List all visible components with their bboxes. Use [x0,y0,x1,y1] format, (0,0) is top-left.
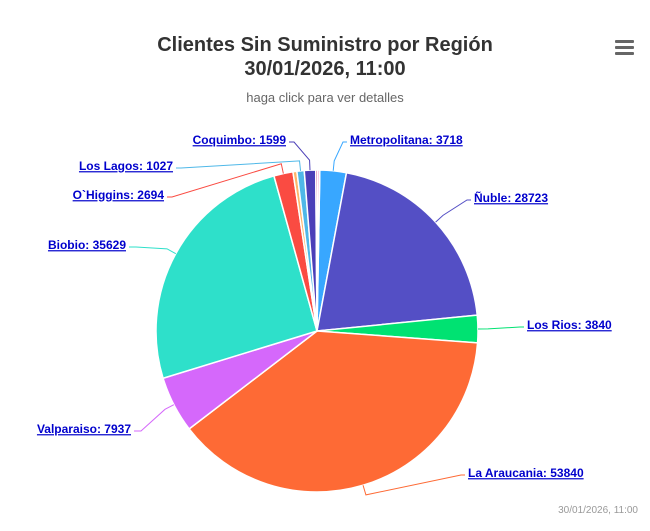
data-label-los-lagos[interactable]: Los Lagos: 1027 [79,159,173,173]
connector-la-araucania [362,474,465,496]
pie-slice-la-araucania[interactable] [188,330,479,493]
chart-credit: 30/01/2026, 11:00 [558,505,638,516]
connector-biobio [129,246,177,255]
connector-metropolitana [332,141,347,171]
connector-los-rios [477,326,524,330]
data-label-los-rios[interactable]: Los Rios: 3840 [527,318,612,332]
data-label-biobio[interactable]: Biobio: 35629 [48,238,126,252]
chart-title-line1: Clientes Sin Suministro por Región [157,34,493,56]
data-label-ñuble[interactable]: Ñuble: 28723 [474,190,548,205]
chart-title-line2: 30/01/2026, 11:00 [244,58,406,80]
data-label-metropolitana[interactable]: Metropolitana: 3718 [350,133,463,147]
connector-los-lagos [176,160,302,171]
connector-o-higgins [167,163,284,198]
pie-slice-otra3[interactable] [316,169,321,332]
pie-slice-biobio[interactable] [155,175,318,379]
chart-title: Clientes Sin Suministro por Región 30/01… [0,33,650,81]
data-label-coquimbo[interactable]: Coquimbo: 1599 [193,133,287,147]
connector-ñuble [435,199,471,223]
connector-coquimbo [289,141,311,171]
data-label-o-higgins[interactable]: O`Higgins: 2694 [73,188,165,202]
connector-valparaiso [134,404,175,432]
data-label-valparaiso[interactable]: Valparaiso: 7937 [37,422,131,436]
hamburger-menu-icon[interactable] [614,38,636,56]
data-label-la-araucania[interactable]: La Araucania: 53840 [468,466,584,480]
chart-subtitle: haga click para ver detalles [246,90,404,105]
